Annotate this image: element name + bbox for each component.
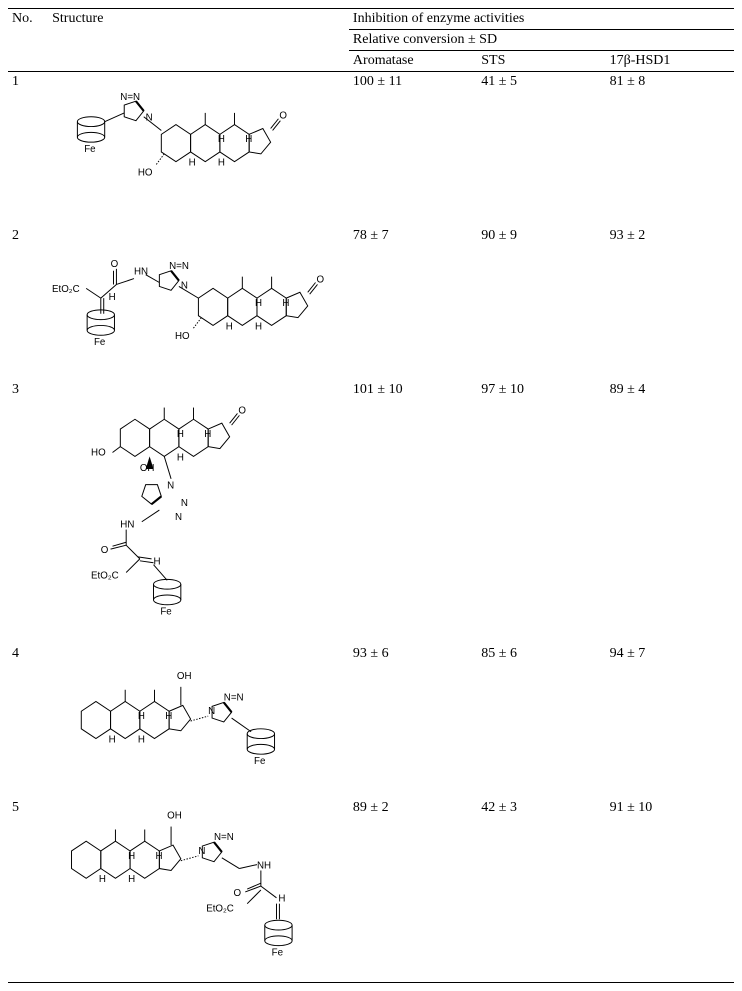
col-header-hsd1: 17β-HSD1: [606, 51, 734, 72]
structure-cell: OH H H H H N N=N Fe: [48, 644, 349, 798]
structure-diagram-4: OH H H H H N N=N Fe: [52, 646, 345, 796]
svg-text:H: H: [218, 158, 225, 169]
svg-text:HN: HN: [120, 520, 134, 531]
enzyme-inhibition-table: No. Structure Inhibition of enzyme activ…: [8, 8, 734, 983]
row-no: 5: [8, 798, 48, 983]
svg-text:EtO₂C: EtO₂C: [91, 570, 119, 581]
cell-aromatase: 100 ± 11: [349, 72, 477, 227]
table-row: 4 OH H H H H N N=N: [8, 644, 734, 798]
cell-sts: 85 ± 6: [477, 644, 605, 798]
svg-text:H: H: [204, 429, 211, 440]
cell-aromatase: 78 ± 7: [349, 226, 477, 380]
cell-sts: 41 ± 5: [477, 72, 605, 227]
svg-text:O: O: [280, 111, 288, 122]
structure-cell: OH H H H H N N=N NH: [48, 798, 349, 983]
svg-text:N=N: N=N: [169, 261, 189, 272]
svg-text:Fe: Fe: [254, 756, 265, 767]
row-no: 1: [8, 72, 48, 227]
col-header-sts: STS: [477, 51, 605, 72]
svg-text:O: O: [234, 888, 242, 899]
col-header-no: No.: [8, 9, 48, 72]
svg-text:H: H: [255, 298, 262, 309]
svg-text:H: H: [189, 158, 196, 169]
table-row: 1: [8, 72, 734, 227]
cell-hsd1: 94 ± 7: [606, 644, 734, 798]
table-row: 3 O HO OH H H H: [8, 380, 734, 644]
cell-sts: 97 ± 10: [477, 380, 605, 644]
cell-hsd1: 91 ± 10: [606, 798, 734, 983]
structure-cell: O HO OH H H H N N N: [48, 380, 349, 644]
svg-text:Fe: Fe: [160, 606, 171, 617]
svg-text:H: H: [109, 734, 116, 745]
svg-text:H: H: [226, 321, 233, 332]
structure-cell: Fe H EtO₂C O HN: [48, 226, 349, 380]
structure-diagram-5: OH H H H H N N=N NH: [52, 800, 345, 980]
structure-cell: Fe N=N N O HO: [48, 72, 349, 227]
cell-hsd1: 81 ± 8: [606, 72, 734, 227]
svg-text:H: H: [138, 711, 145, 722]
cell-aromatase: 101 ± 10: [349, 380, 477, 644]
svg-text:N=N: N=N: [224, 693, 244, 704]
svg-text:Fe: Fe: [272, 947, 283, 958]
svg-text:EtO₂C: EtO₂C: [206, 903, 234, 914]
svg-text:H: H: [128, 851, 135, 862]
svg-text:H: H: [138, 734, 145, 745]
structure-diagram-1: Fe N=N N O HO: [52, 74, 345, 224]
svg-text:H: H: [109, 292, 116, 303]
svg-text:H: H: [156, 851, 163, 862]
svg-text:N=N: N=N: [214, 832, 234, 843]
svg-text:OH: OH: [177, 671, 192, 682]
svg-text:H: H: [282, 298, 289, 309]
svg-text:HN: HN: [134, 267, 148, 278]
svg-text:O: O: [101, 545, 109, 556]
svg-text:N: N: [181, 498, 188, 509]
cell-sts: 90 ± 9: [477, 226, 605, 380]
row-no: 3: [8, 380, 48, 644]
svg-text:H: H: [245, 134, 252, 145]
cell-hsd1: 93 ± 2: [606, 226, 734, 380]
col-header-relconv: Relative conversion ± SD: [349, 30, 734, 51]
structure-diagram-3: O HO OH H H H N N N: [52, 382, 345, 642]
svg-text:H: H: [177, 429, 184, 440]
col-header-structure: Structure: [48, 9, 349, 72]
svg-text:H: H: [128, 874, 135, 885]
svg-text:NH: NH: [257, 861, 271, 872]
row-no: 2: [8, 226, 48, 380]
svg-text:H: H: [177, 452, 184, 463]
svg-text:HO: HO: [91, 447, 106, 458]
svg-text:H: H: [255, 321, 262, 332]
table-row: 5 OH H H H H N N=N: [8, 798, 734, 983]
col-header-aromatase: Aromatase: [349, 51, 477, 72]
svg-text:N: N: [175, 512, 182, 523]
svg-text:Fe: Fe: [84, 144, 95, 155]
svg-text:HO: HO: [138, 167, 153, 178]
svg-text:Fe: Fe: [94, 337, 105, 348]
svg-text:H: H: [218, 134, 225, 145]
svg-text:OH: OH: [167, 811, 182, 822]
cell-sts: 42 ± 3: [477, 798, 605, 983]
svg-text:O: O: [239, 405, 247, 416]
table-row: 2 Fe H EtO₂C O: [8, 226, 734, 380]
svg-text:H: H: [99, 874, 106, 885]
svg-text:N: N: [167, 481, 174, 492]
svg-text:H: H: [165, 711, 172, 722]
svg-text:N=N: N=N: [120, 92, 140, 103]
row-no: 4: [8, 644, 48, 798]
svg-text:O: O: [111, 259, 119, 270]
cell-aromatase: 89 ± 2: [349, 798, 477, 983]
svg-text:O: O: [317, 275, 325, 286]
cell-aromatase: 93 ± 6: [349, 644, 477, 798]
cell-hsd1: 89 ± 4: [606, 380, 734, 644]
svg-text:H: H: [279, 894, 286, 905]
svg-text:EtO₂C: EtO₂C: [52, 284, 80, 295]
col-header-inhibition: Inhibition of enzyme activities: [349, 9, 734, 30]
svg-text:HO: HO: [175, 331, 190, 342]
structure-diagram-2: Fe H EtO₂C O HN: [52, 228, 345, 378]
svg-text:N: N: [146, 113, 153, 124]
